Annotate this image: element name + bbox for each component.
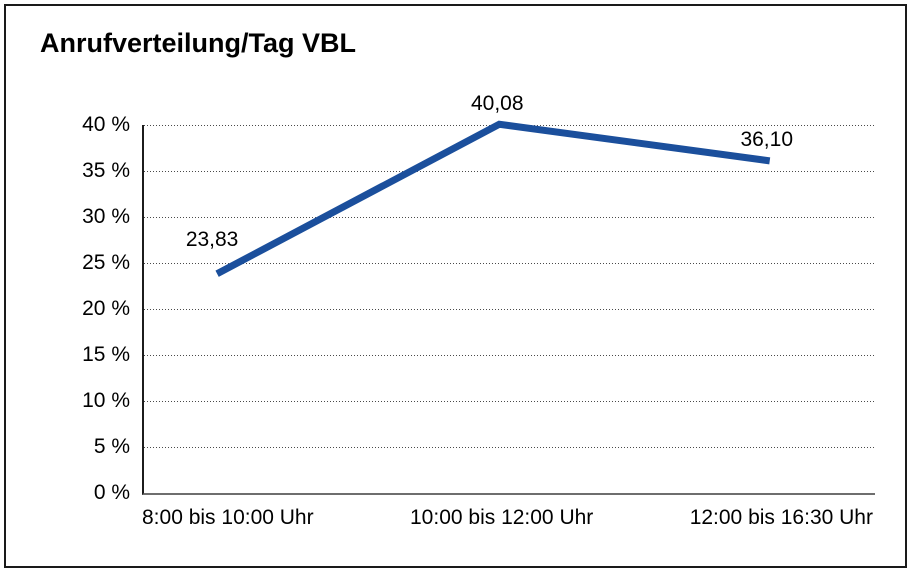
y-tick-label-5: 5 % bbox=[93, 435, 130, 458]
data-line-svg bbox=[215, 120, 771, 277]
gridline-30pct bbox=[144, 216, 875, 218]
x-tick-label-1: 10:00 bis 12:00 Uhr bbox=[410, 506, 594, 529]
point-label-1: 40,08 bbox=[470, 92, 524, 116]
series-line bbox=[215, 120, 771, 277]
gridline-35pct bbox=[144, 170, 875, 172]
point-label-2: 36,10 bbox=[740, 127, 794, 151]
point-label-0: 23,83 bbox=[185, 227, 239, 251]
y-tick-label-30: 30 % bbox=[82, 205, 130, 228]
x-tick-label-0: 8:00 bis 10:00 Uhr bbox=[142, 506, 314, 529]
x-axis-labels: 8:00 bis 10:00 Uhr 10:00 bis 12:00 Uhr 12:… bbox=[142, 506, 873, 530]
y-tick-label-20: 20 % bbox=[82, 297, 130, 320]
y-tick-label-35: 35 % bbox=[82, 159, 130, 182]
x-tick-label-2: 12:00 bis 16:30 Uhr bbox=[689, 506, 873, 529]
y-tick-label-0: 0 % bbox=[93, 481, 130, 504]
gridline-25pct bbox=[144, 262, 875, 264]
gridline-15pct bbox=[144, 354, 875, 356]
y-tick-label-40: 40 % bbox=[82, 113, 130, 136]
y-tick-label-15: 15 % bbox=[82, 343, 130, 366]
plot-area: 23,83 40,08 36,10 bbox=[142, 92, 875, 495]
gridline-5pct bbox=[144, 446, 875, 448]
y-tick-label-10: 10 % bbox=[82, 389, 130, 412]
gridline-20pct bbox=[144, 308, 875, 310]
y-tick-label-25: 25 % bbox=[82, 251, 130, 274]
y-axis-labels: 0 % 5 % 10 % 15 % 20 % 25 % 30 % 35 % 40 % bbox=[0, 113, 130, 504]
chart-title: Anrufverteilung/Tag VBL bbox=[40, 28, 357, 58]
gridline-10pct bbox=[144, 400, 875, 402]
